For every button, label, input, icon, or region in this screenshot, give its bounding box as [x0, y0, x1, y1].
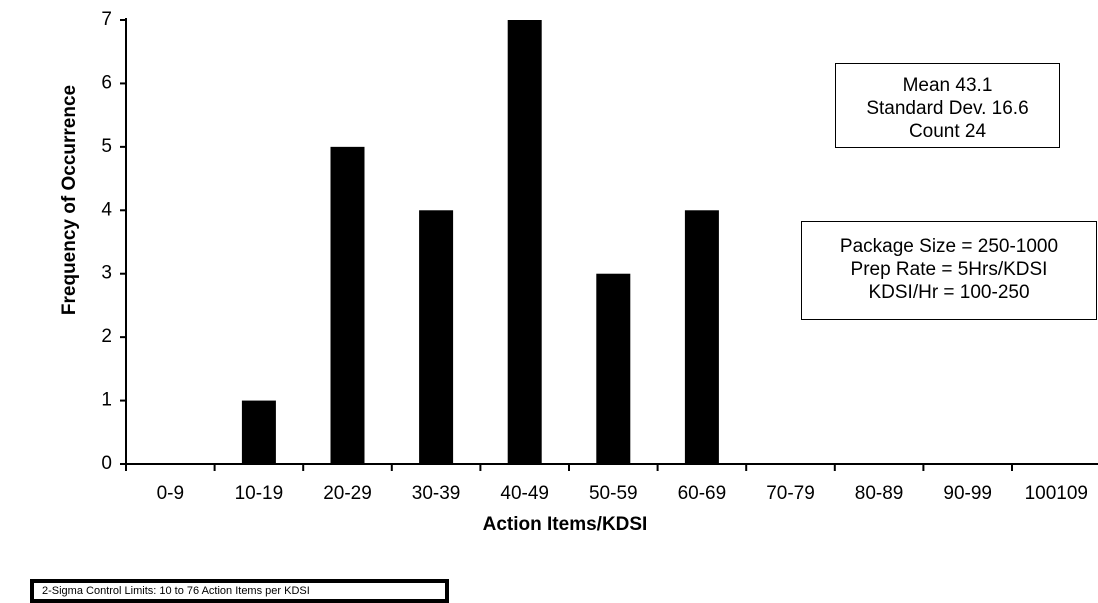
x-tick-label: 90-99	[943, 483, 992, 504]
x-tick-label: 70-79	[766, 483, 815, 504]
y-tick-label: 6	[101, 72, 112, 93]
package-size: Package Size = 250-1000	[839, 236, 1059, 257]
control-limits-note: 2-Sigma Control Limits: 10 to 76 Action …	[30, 579, 449, 603]
bar	[419, 210, 454, 464]
summary-stats-box: Mean 43.1 Standard Dev. 16.6 Count 24	[835, 63, 1060, 148]
x-tick-label: 20-29	[323, 483, 372, 504]
bar	[241, 400, 276, 464]
y-tick-label: 2	[101, 326, 112, 347]
y-tick-label: 1	[101, 390, 112, 411]
stats-count: Count 24	[908, 121, 987, 142]
x-tick-label: 10-19	[235, 483, 284, 504]
x-tick-label: 50-59	[589, 483, 638, 504]
y-tick-label: 7	[101, 9, 112, 30]
x-tick-label: 60-69	[678, 483, 727, 504]
x-tick-label: 80-89	[855, 483, 904, 504]
kdsi-per-hour: KDSI/Hr = 100-250	[868, 282, 1030, 303]
bar	[507, 20, 542, 464]
bar	[330, 146, 365, 464]
package-info-box: Package Size = 250-1000 Prep Rate = 5Hrs…	[801, 221, 1097, 320]
y-axis-title: Frequency of Occurrence	[59, 85, 80, 315]
y-tick-label: 0	[101, 453, 112, 474]
bar	[684, 210, 719, 464]
bar	[596, 273, 631, 464]
stats-mean: Mean 43.1	[902, 75, 993, 96]
x-tick-label: 30-39	[412, 483, 461, 504]
prep-rate: Prep Rate = 5Hrs/KDSI	[850, 259, 1048, 280]
y-tick-label: 4	[101, 199, 112, 220]
x-axis-title: Action Items/KDSI	[483, 514, 648, 535]
y-tick-label: 5	[101, 136, 112, 157]
x-tick-label: 0-9	[157, 483, 184, 504]
stats-std-dev: Standard Dev. 16.6	[866, 98, 1029, 119]
y-tick-label: 3	[101, 263, 112, 284]
x-tick-label: 40-49	[500, 483, 549, 504]
x-tick-label: 100109	[1025, 483, 1088, 504]
